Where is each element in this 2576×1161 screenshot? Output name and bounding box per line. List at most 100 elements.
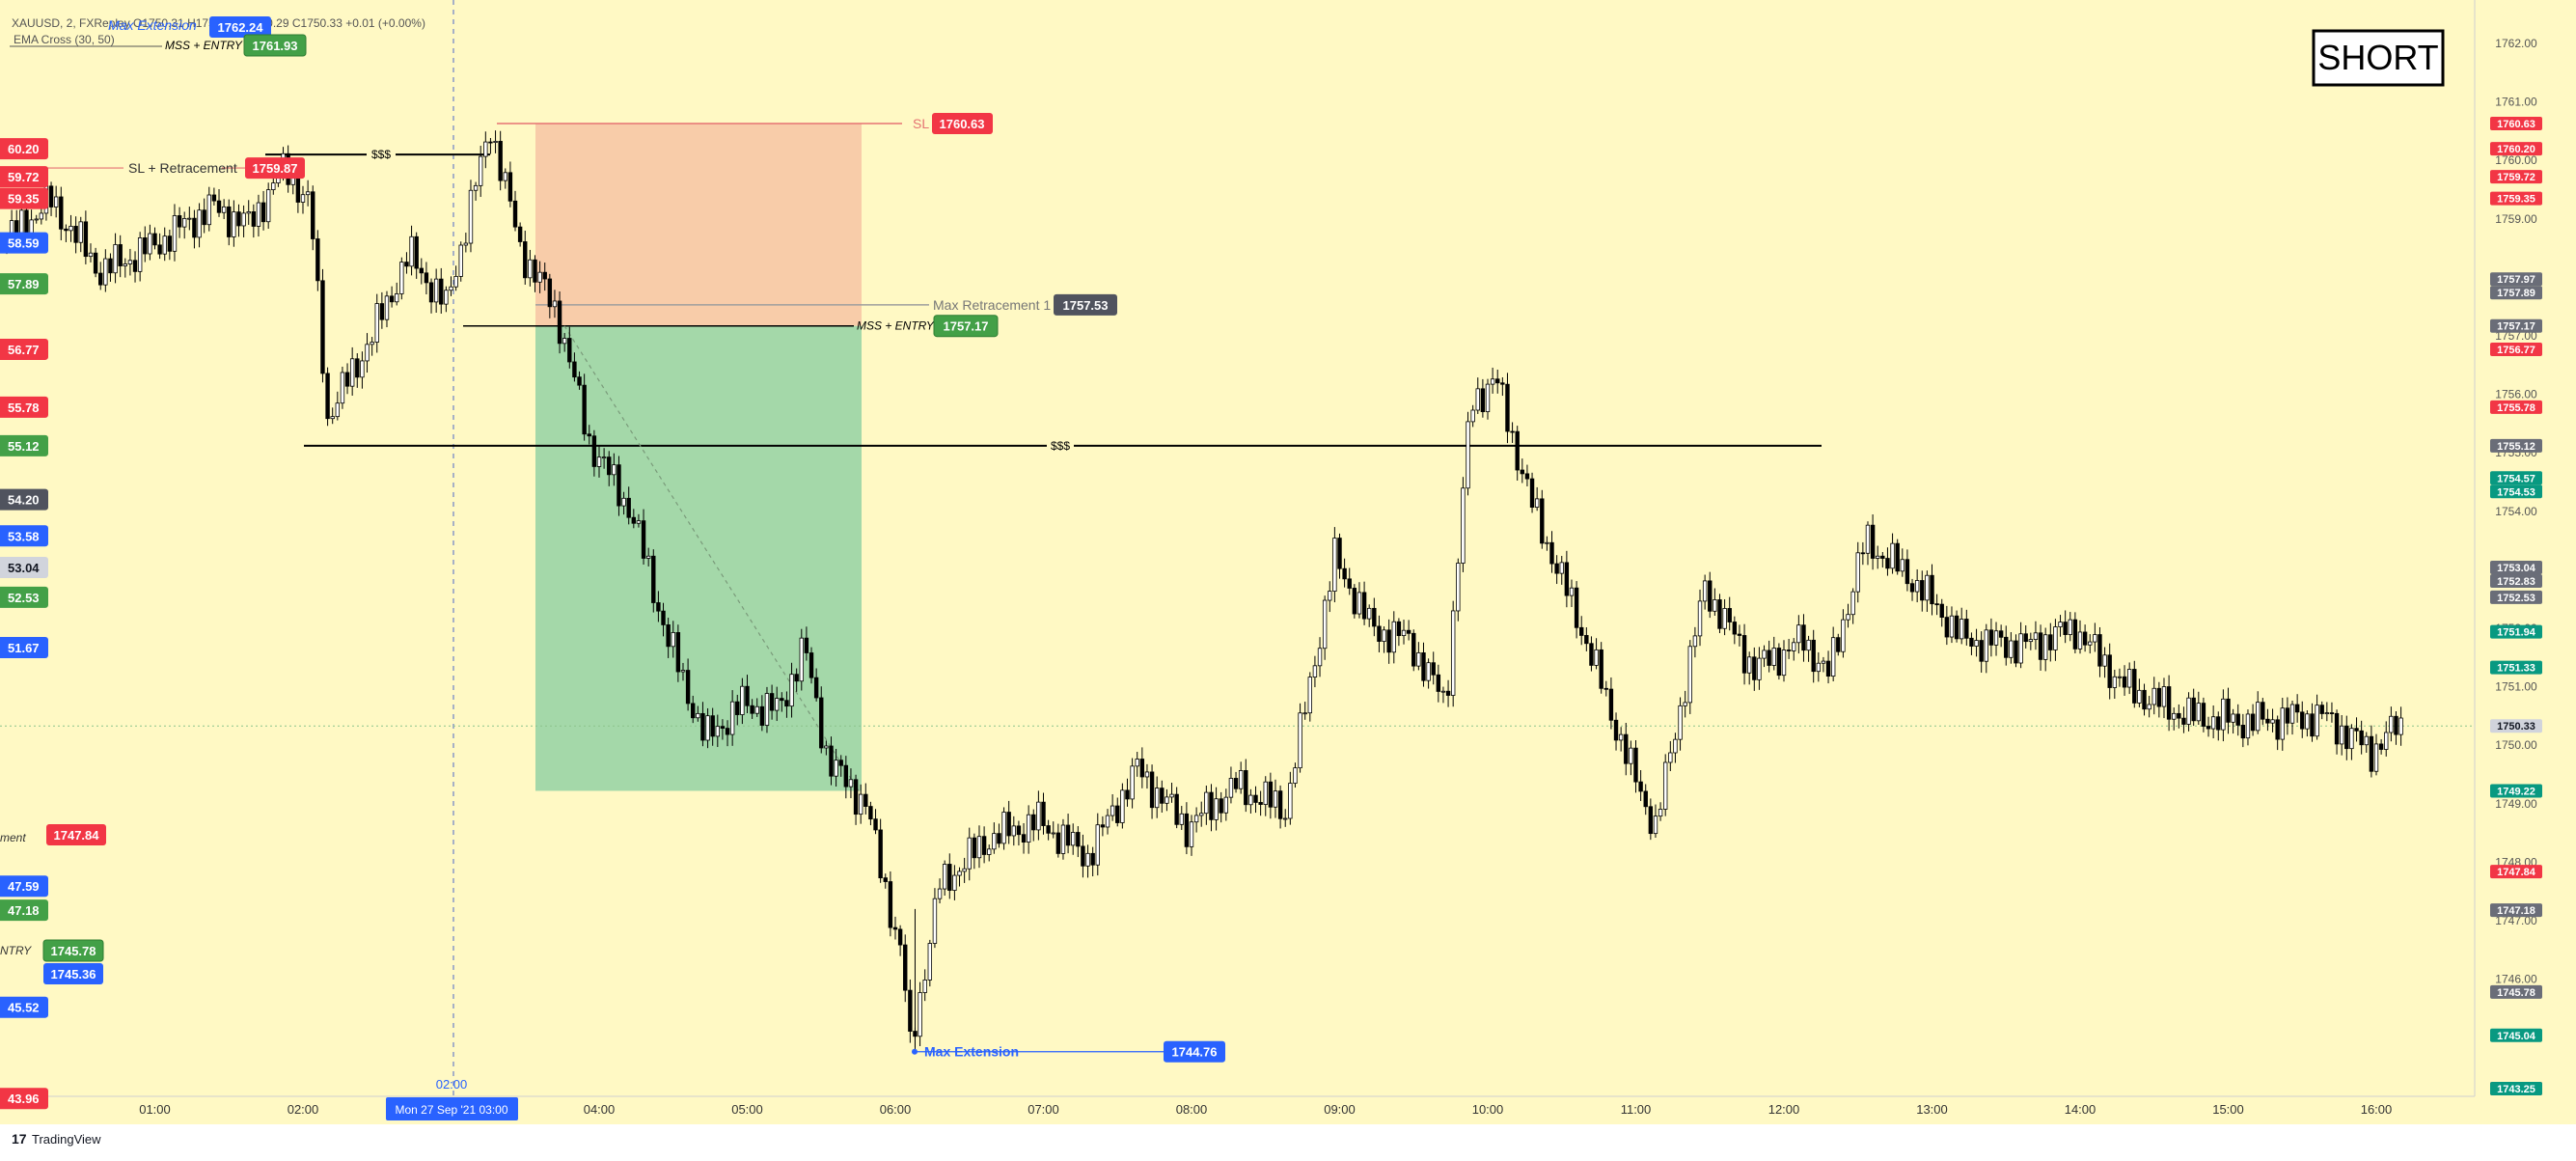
candle-body [1071, 832, 1076, 846]
candle-body [567, 338, 572, 363]
candle-body [1466, 421, 1470, 489]
candle-body [127, 260, 133, 264]
candle-body [512, 200, 518, 228]
candle-body [1850, 591, 1855, 616]
candle-body [1786, 650, 1792, 651]
candle-body [1796, 624, 1801, 644]
candle-body [908, 989, 913, 1032]
stop-loss-zone[interactable] [535, 124, 862, 326]
left-price-tag: 53.58 [0, 525, 48, 547]
candle-body [1461, 487, 1466, 564]
candle-body [1470, 409, 1475, 423]
candle-body [617, 464, 621, 507]
candle-body [1377, 625, 1382, 642]
candle-body [192, 217, 197, 238]
price-tag-value: 1751.94 [2497, 627, 2536, 639]
candle-body [952, 874, 957, 891]
candle-body [320, 280, 325, 374]
candle-body [596, 456, 602, 467]
candle-body [1529, 478, 1535, 508]
candle-body [621, 497, 626, 507]
chart-pane[interactable] [0, 0, 2576, 1124]
candle-body [1974, 640, 1979, 647]
entry-target-path [563, 325, 860, 791]
candle-body [1722, 608, 1727, 629]
candle-body [503, 172, 507, 181]
candle-body [395, 293, 399, 303]
candle-body [1505, 383, 1510, 432]
candle-body [1594, 649, 1599, 666]
time-tick: 02:00 [288, 1102, 319, 1117]
price-tag: 1755.12 [2490, 438, 2542, 453]
price-axis[interactable]: 1762.001761.001760.001759.001758.001757.… [2490, 37, 2542, 1095]
candle-body [1307, 677, 1312, 714]
candle-body [2147, 704, 2151, 710]
candle-body [1767, 650, 1771, 666]
candle-body [976, 836, 982, 859]
price-tag: 1750.33 [2490, 719, 2542, 733]
left-price-tag-value: 58.59 [8, 236, 40, 251]
candle-body [932, 898, 938, 944]
candle-body [428, 282, 434, 303]
time-tick: 16:00 [2361, 1102, 2393, 1117]
candle-body [1238, 770, 1244, 789]
price-tag-value: 1756.77 [2497, 345, 2535, 356]
candle-body [937, 888, 943, 899]
time-tick: 09:00 [1324, 1102, 1356, 1117]
candle-body [2102, 654, 2107, 667]
candle-body [1263, 781, 1268, 805]
candle-body [384, 295, 390, 320]
tradingview-logo[interactable]: 17 TradingView [12, 1131, 101, 1147]
top-max-extension-value-tag: 1762.24 [209, 16, 271, 38]
candle-body [2018, 633, 2023, 664]
candle-body [878, 829, 883, 879]
left-price-tag: 57.89 [0, 273, 48, 295]
candle-body [542, 271, 547, 280]
price-tag: 1759.72 [2490, 170, 2542, 184]
candle-body [1653, 815, 1658, 835]
candle-body [863, 793, 868, 807]
candle-body [1925, 574, 1930, 601]
candle-body [997, 833, 1001, 844]
candle-body [1713, 599, 1717, 612]
candle-body [1475, 388, 1480, 411]
candle-body [1031, 814, 1036, 831]
candle-body [2289, 704, 2295, 724]
candle-body [1233, 778, 1239, 789]
candle-body [2077, 631, 2083, 650]
candle-body [967, 837, 972, 870]
candle-body [1421, 652, 1426, 681]
time-tick: 04:00 [584, 1102, 616, 1117]
candle-body [2014, 640, 2018, 664]
time-tick: 11:00 [1621, 1102, 1652, 1117]
candle-body [1737, 633, 1742, 636]
left-price-tag: 53.04 [0, 556, 48, 578]
sl-retracement-value-tag: 1759.87 [245, 157, 305, 180]
time-tick: 12:00 [1768, 1102, 1800, 1117]
candle-body [399, 262, 404, 294]
candle-body [1624, 733, 1629, 764]
mss-entry-label: MSS + ENTRY [857, 319, 935, 333]
candle-body [2033, 632, 2039, 641]
price-tag: 1751.94 [2490, 624, 2542, 639]
candle-body [1456, 563, 1461, 612]
candle-body [1939, 603, 1944, 619]
candle-body [1988, 629, 1994, 646]
candle-body [2294, 704, 2300, 713]
price-tag-value: 1757.17 [2497, 321, 2535, 333]
candle-body [232, 211, 236, 237]
candle-body [69, 226, 73, 232]
time-tick: 10:00 [1472, 1102, 1504, 1117]
indicator-label[interactable]: EMA Cross (30, 50) [14, 33, 115, 46]
price-tag-value: 1760.63 [2497, 119, 2535, 130]
candle-body [1895, 542, 1900, 572]
candle-body [1332, 538, 1337, 592]
top-mss-entry-value-tag: 1761.93 [243, 34, 307, 57]
candle-body [2137, 689, 2142, 704]
candle-body [1757, 657, 1762, 680]
candle-body [1949, 615, 1955, 638]
time-axis[interactable]: 01:00 02:00 04:00 05:00 06:00 07:00 08:00 09:00… [139, 1102, 2392, 1117]
price-tag: 1753.04 [2490, 560, 2542, 574]
candle-body [1184, 813, 1190, 847]
